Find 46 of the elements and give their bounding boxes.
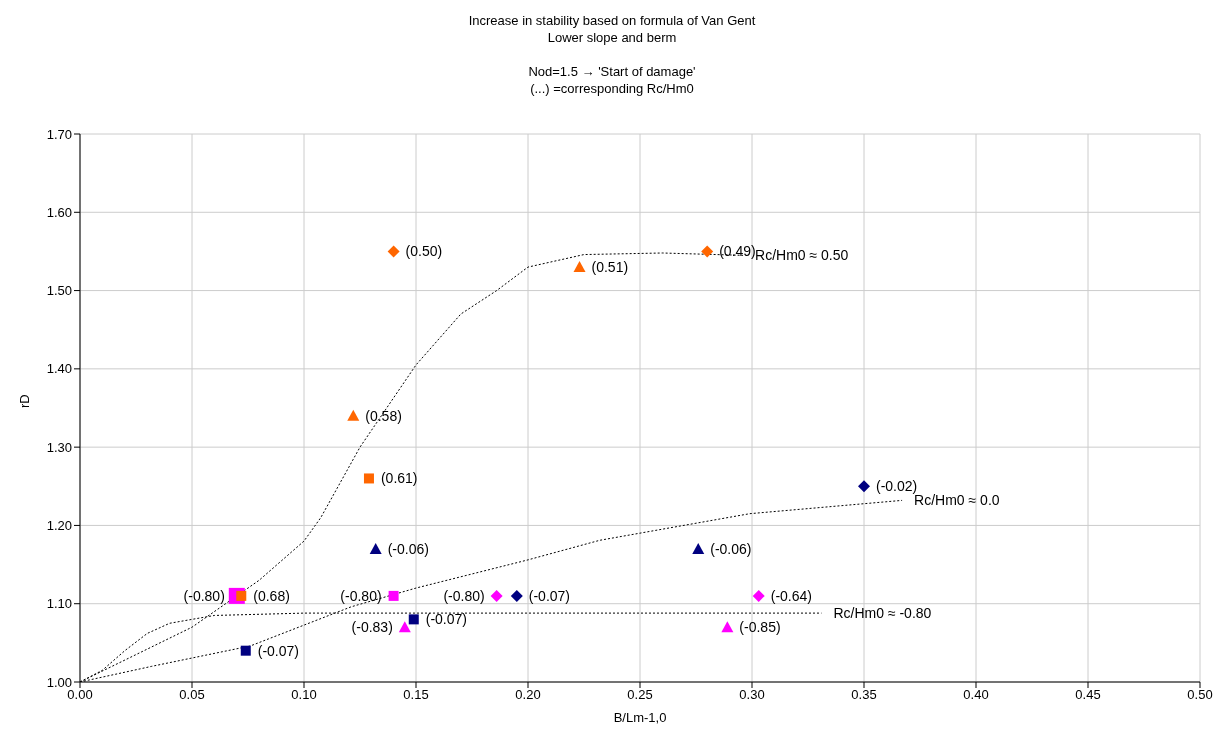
y-axis-title: rD xyxy=(16,394,32,408)
annotation: (-0.80) xyxy=(443,587,485,604)
y-tick-label: 1.20 xyxy=(46,518,72,534)
text: Nod=1.5 → 'Start of damage' xyxy=(527,63,697,80)
annotation: (-0.06) xyxy=(710,540,752,557)
y-tick-label: 1.40 xyxy=(46,361,72,377)
annotation: (0.50) xyxy=(405,243,443,260)
annotation: (0.58) xyxy=(365,407,402,424)
x-tick-label: 0.50 xyxy=(1187,687,1213,703)
annotation: Rc/Hm0 ≈ 0.50 xyxy=(755,247,849,264)
annotation: (-0.07) xyxy=(257,642,299,659)
annotation: (-0.07) xyxy=(425,611,467,628)
x-tick-label: 0.25 xyxy=(627,687,653,703)
chart-subtitle: Lower slope and berm xyxy=(546,29,678,46)
x-tick-label: 0.20 xyxy=(515,687,541,703)
x-tick-label: 0.40 xyxy=(963,687,989,703)
annotation: (-0.06) xyxy=(387,540,429,557)
annotation: (0.61) xyxy=(380,470,418,487)
annotation: (-0.85) xyxy=(739,619,781,636)
x-tick-label: 0.30 xyxy=(739,687,765,703)
y-tick-label: 1.00 xyxy=(46,674,72,690)
y-tick-label: 1.30 xyxy=(46,439,72,455)
annotation: (-0.80) xyxy=(340,587,382,604)
annotation: Rc/Hm0 ≈ 0.0 xyxy=(914,492,1000,509)
text: (...) =corresponding Rc/Hm0 xyxy=(529,80,695,97)
y-tick-label: 1.70 xyxy=(46,126,72,142)
x-axis-title: B/Lm-1,0 xyxy=(613,710,667,725)
y-tick-label: 1.10 xyxy=(46,596,72,612)
x-tick-label: 0.35 xyxy=(851,687,877,703)
annotation: (0.68) xyxy=(253,587,290,604)
x-tick-label: 0.15 xyxy=(403,687,429,703)
annotation: (0.51) xyxy=(591,259,629,276)
annotation: (-0.07) xyxy=(528,587,571,604)
y-tick-label: 1.50 xyxy=(46,283,72,299)
x-tick-label: 0.45 xyxy=(1075,687,1101,703)
annotation: (-0.83) xyxy=(351,619,393,636)
annotation: (-0.80) xyxy=(183,587,225,604)
y-tick-label: 1.60 xyxy=(46,204,72,220)
x-tick-label: 0.05 xyxy=(179,687,205,703)
x-tick-label: 0.10 xyxy=(291,687,317,703)
annotation: Rc/Hm0 ≈ -0.80 xyxy=(833,605,932,622)
annotation: (-0.64) xyxy=(770,587,812,604)
annotation: (-0.02) xyxy=(876,478,918,495)
chart-title: Increase in stability based on formula of Van Gent xyxy=(467,12,757,29)
x-tick-label: 0.00 xyxy=(67,687,93,703)
annotation: (0.49) xyxy=(719,243,756,260)
